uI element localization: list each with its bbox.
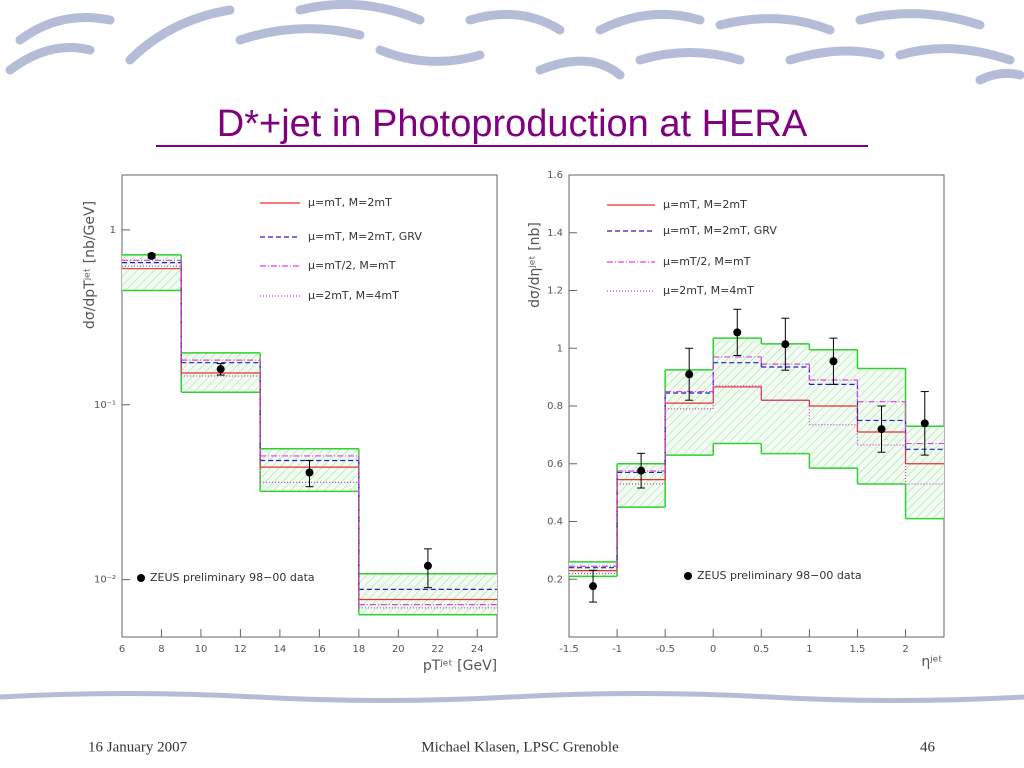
- y-tick-label: 0.8: [547, 401, 563, 412]
- data-point: [781, 340, 790, 349]
- x-tick-label: -1.5: [559, 644, 579, 655]
- y-tick-label: 0.2: [547, 574, 563, 585]
- legend-label: μ=2mT, M=4mT: [308, 289, 399, 302]
- legend-label: μ=2mT, M=4mT: [663, 284, 754, 297]
- legend-marker: [684, 572, 692, 580]
- x-tick-label: 1: [806, 644, 812, 655]
- data-point: [685, 370, 694, 379]
- data-point: [877, 425, 886, 434]
- x-tick-label: 22: [431, 644, 444, 655]
- footer-date: 16 January 2007: [88, 739, 188, 755]
- y-tick-label: 1: [557, 343, 563, 354]
- y-tick-label: 1.4: [547, 228, 563, 239]
- footer-author: Michael Klasen, LPSC Grenoble: [421, 739, 619, 755]
- x-axis-label: ηʲᵉᵗ: [921, 654, 942, 670]
- header-decoration: [5, 0, 1024, 85]
- x-tick-label: 10: [195, 644, 208, 655]
- x-tick-label: -1: [612, 644, 622, 655]
- y-axis-label: dσ/dηʲᵉᵗ [nb]: [527, 222, 543, 308]
- legend-label: μ=mT/2, M=mT: [308, 259, 396, 272]
- x-tick-label: 12: [234, 644, 247, 655]
- x-axis-label: pTʲᵉᵗ [GeV]: [423, 658, 497, 674]
- legend-label: μ=mT, M=2mT, GRV: [663, 224, 777, 237]
- legend-label: μ=mT, M=2mT: [308, 196, 392, 209]
- data-point: [305, 468, 314, 477]
- legend-label: ZEUS preliminary 98−00 data: [697, 569, 862, 582]
- y-tick-label: 10⁻¹: [94, 400, 116, 411]
- y-tick-label: 1.2: [547, 286, 563, 297]
- x-tick-label: 0.5: [753, 644, 769, 655]
- y-tick-label: 0.4: [547, 517, 563, 528]
- data-point: [920, 419, 929, 428]
- data-point: [829, 357, 838, 366]
- x-tick-label: 8: [158, 644, 164, 655]
- legend-label: μ=mT, M=2mT: [663, 198, 747, 211]
- data-point: [216, 365, 225, 374]
- data-point: [147, 251, 156, 260]
- x-tick-label: 6: [119, 644, 125, 655]
- y-axis-label: dσ/dpTʲᵉᵗ [nb/GeV]: [82, 201, 98, 329]
- x-tick-label: 18: [352, 644, 365, 655]
- y-tick-label: 10⁻²: [94, 575, 116, 586]
- x-tick-label: 1.5: [850, 644, 866, 655]
- uncertainty-band: [569, 561, 618, 577]
- x-tick-label: 14: [274, 644, 287, 655]
- x-tick-label: 16: [313, 644, 326, 655]
- legend-marker: [137, 574, 145, 582]
- x-tick-label: 0: [710, 644, 716, 655]
- data-point: [637, 466, 646, 475]
- legend-label: ZEUS preliminary 98−00 data: [150, 571, 315, 584]
- plot-frame: [121, 174, 498, 638]
- x-tick-label: -0.5: [655, 644, 675, 655]
- y-tick-label: 0.6: [547, 459, 563, 470]
- data-point: [733, 328, 742, 337]
- footer-page: 46: [920, 739, 936, 755]
- legend-label: μ=mT/2, M=mT: [663, 255, 751, 268]
- x-tick-label: 20: [392, 644, 405, 655]
- footer-rule: [0, 691, 1024, 703]
- x-tick-label: 24: [471, 644, 484, 655]
- x-tick-label: 2: [902, 644, 908, 655]
- data-point: [423, 561, 432, 570]
- legend-label: μ=mT, M=2mT, GRV: [308, 230, 422, 243]
- data-point: [589, 582, 598, 591]
- slide-title: D*+jet in Photoproduction at HERA: [217, 103, 808, 145]
- y-tick-label: 1.6: [547, 170, 563, 181]
- y-tick-label: 1: [110, 225, 116, 236]
